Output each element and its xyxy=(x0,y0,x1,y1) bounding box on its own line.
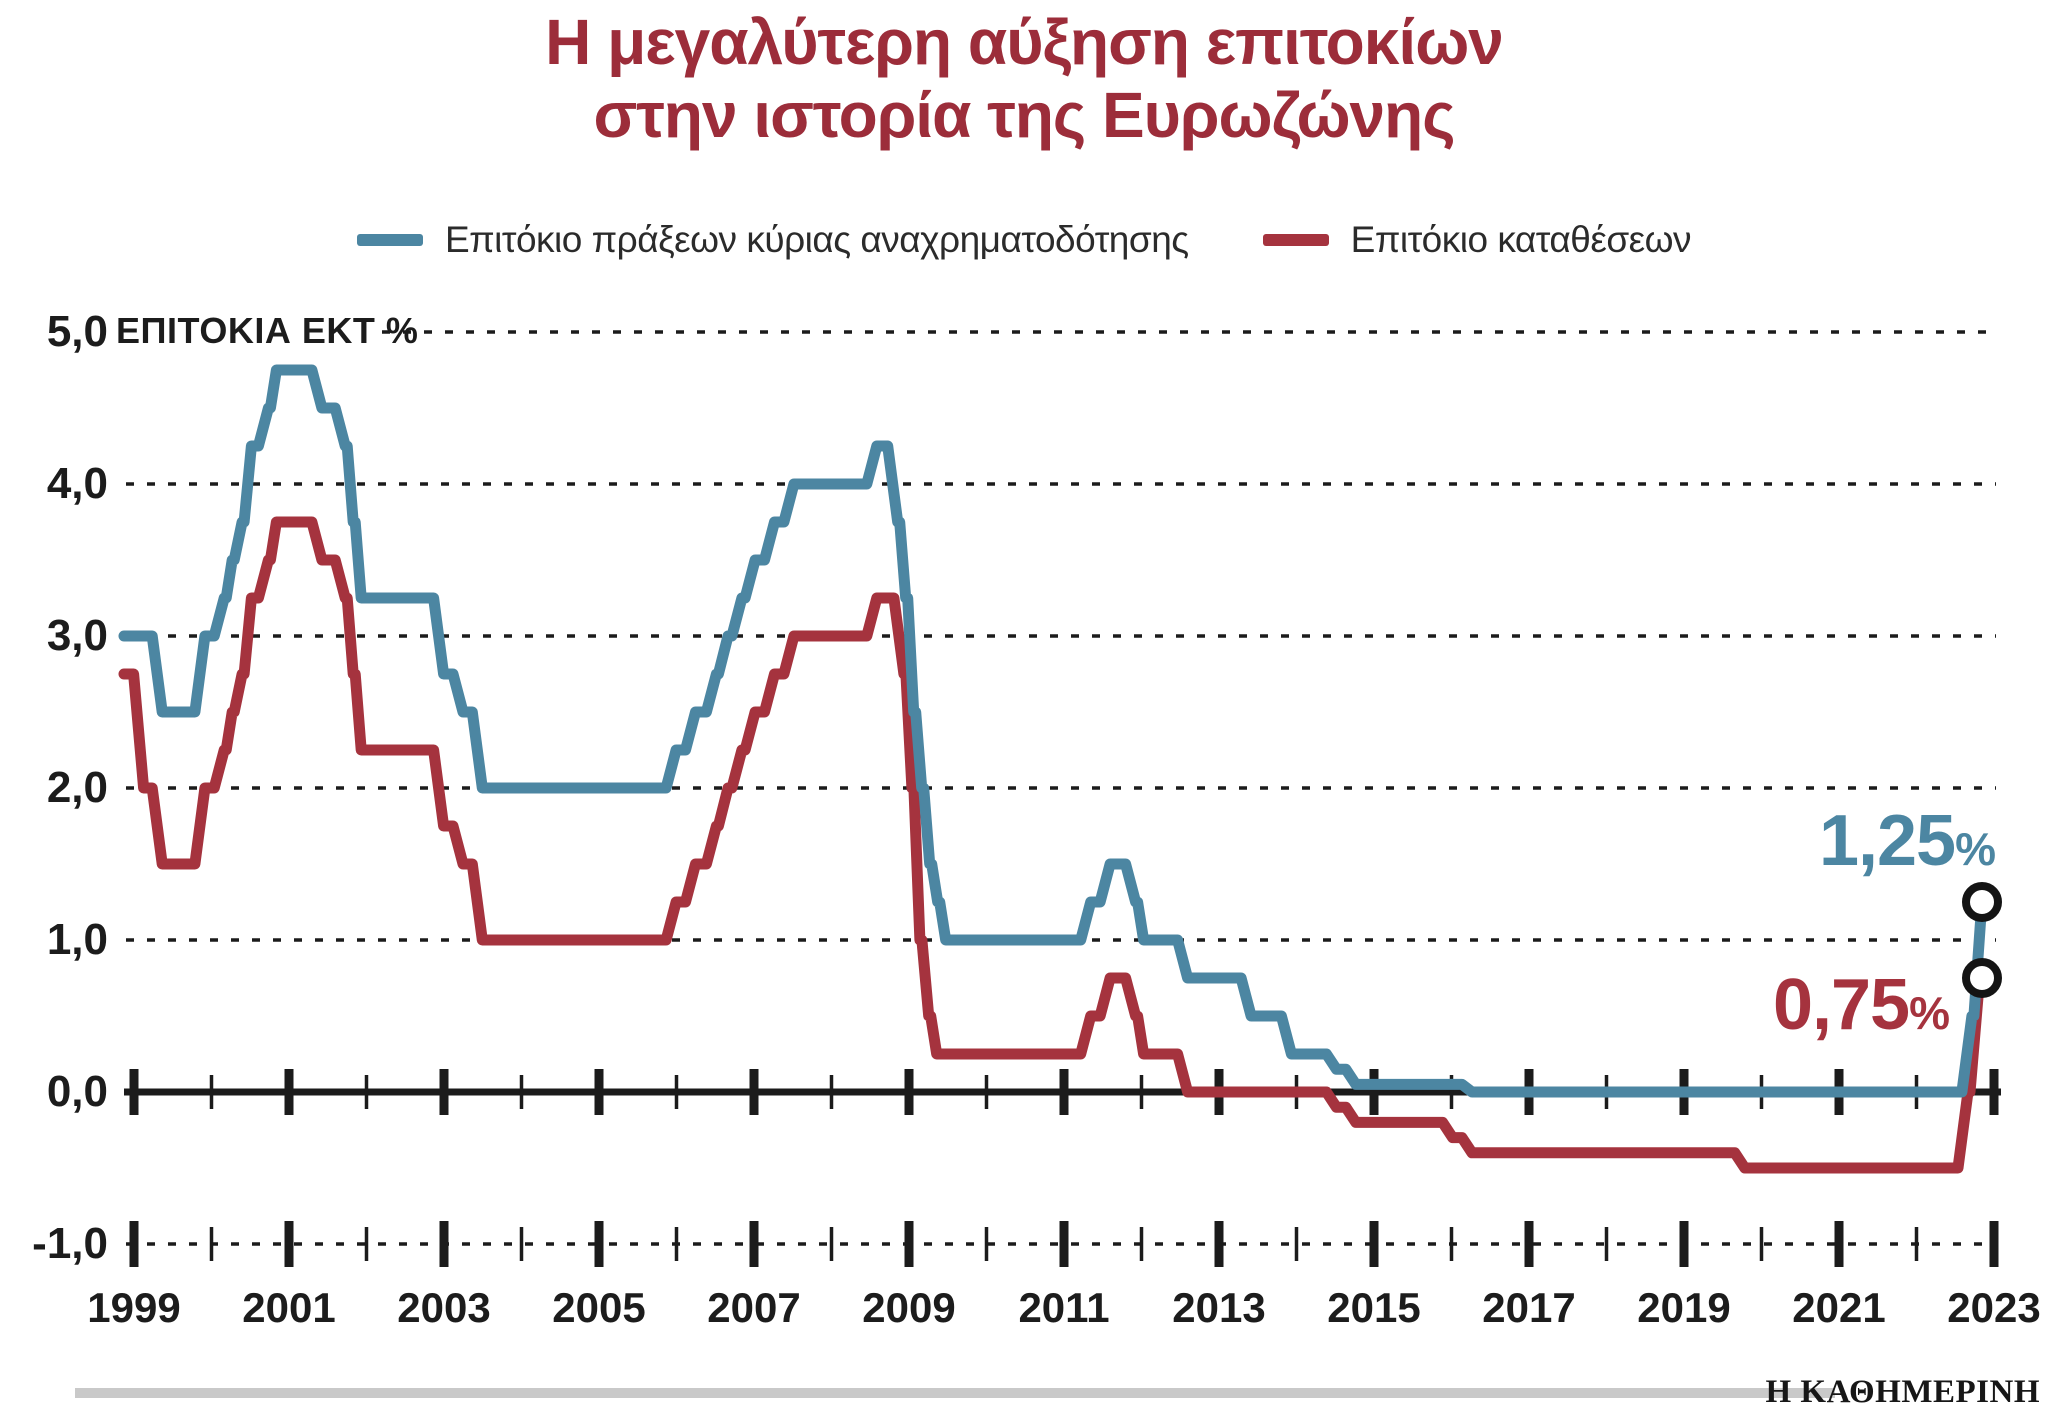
x-tick-label-2017: 2017 xyxy=(1482,1284,1576,1331)
footer-divider xyxy=(75,1388,1835,1398)
x-tick-label-2019: 2019 xyxy=(1637,1284,1731,1331)
y-tick-label--1,0: -1,0 xyxy=(32,1219,108,1268)
x-tick-label-1999: 1999 xyxy=(87,1284,181,1331)
page-title-line1: Η μεγαλύτερη αύξηση επιτοκίων xyxy=(545,6,1504,78)
endpoint-percent-sign-refinancing: % xyxy=(1955,823,1996,875)
endpoint-value-refinancing: 1,25 xyxy=(1818,801,1956,881)
endpoint-value-deposit: 0,75 xyxy=(1772,965,1910,1045)
endpoint-label-refinancing: 1,25% xyxy=(1819,800,1996,882)
x-tick-label-2007: 2007 xyxy=(707,1284,801,1331)
x-tick-label-2021: 2021 xyxy=(1792,1284,1886,1331)
x-tick-label-2011: 2011 xyxy=(1018,1284,1110,1331)
y-tick-label-1,0: 1,0 xyxy=(46,915,108,964)
endpoint-percent-sign-deposit: % xyxy=(1909,987,1950,1039)
x-tick-label-2023: 2023 xyxy=(1947,1284,2041,1331)
x-tick-label-2009: 2009 xyxy=(862,1284,956,1331)
x-tick-label-2001: 2001 xyxy=(242,1284,336,1331)
series-line-refinancing xyxy=(118,364,1988,1098)
x-tick-label-2013: 2013 xyxy=(1172,1284,1266,1331)
series-line-deposit xyxy=(118,516,1988,1174)
x-tick-label-2003: 2003 xyxy=(397,1284,491,1331)
y-tick-label-5,0: 5,0 xyxy=(46,307,108,356)
legend: Επιτόκιο πράξεων κύριας αναχρηματοδότηση… xyxy=(0,214,2048,266)
endpoint-label-deposit: 0,75% xyxy=(1773,964,1950,1046)
legend-item-deposit: Επιτόκιο καταθέσεων xyxy=(1262,219,1692,261)
legend-swatch-red xyxy=(1262,234,1329,246)
legend-label-refinancing: Επιτόκιο πράξεων κύριας αναχρηματοδότηση… xyxy=(444,219,1189,260)
legend-swatch-blue xyxy=(356,234,423,246)
y-tick-label-3,0: 3,0 xyxy=(46,611,108,660)
endpoint-marker-refinancing xyxy=(1962,882,2002,922)
page-title: Η μεγαλύτερη αύξηση επιτοκίων στην ιστορ… xyxy=(0,6,2048,152)
legend-item-refinancing: Επιτόκιο πράξεων κύριας αναχρηματοδότηση… xyxy=(356,219,1189,261)
y-tick-label-0,0: 0,0 xyxy=(46,1067,108,1116)
y-axis-unit-label: ΕΠΙΤΟΚΙΑ ΕΚΤ % xyxy=(116,310,419,351)
x-tick-label-2015: 2015 xyxy=(1327,1284,1421,1331)
y-tick-label-4,0: 4,0 xyxy=(46,459,108,508)
endpoint-marker-deposit xyxy=(1962,958,2002,998)
newspaper-logo: Η ΚΑΘΗΜΕΡΙΝΗ xyxy=(1765,1374,2040,1410)
x-tick-label-2005: 2005 xyxy=(552,1284,646,1331)
legend-label-deposit: Επιτόκιο καταθέσεων xyxy=(1350,219,1692,260)
y-tick-label-2,0: 2,0 xyxy=(46,763,108,812)
page-title-line2: στην ιστορία της Ευρωζώνης xyxy=(593,79,1456,151)
